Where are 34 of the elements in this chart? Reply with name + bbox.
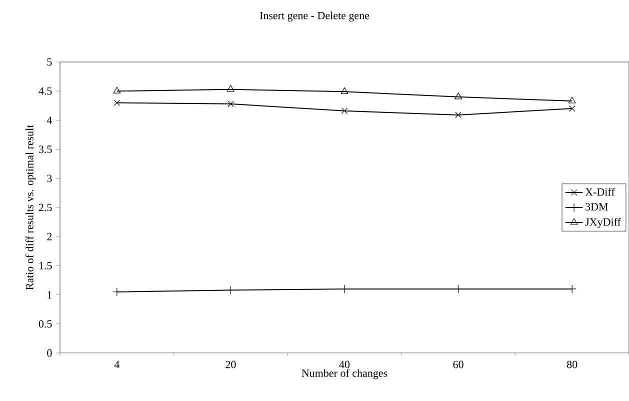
point xyxy=(340,87,348,94)
point xyxy=(341,108,348,114)
legend-label: 3DM xyxy=(586,203,608,210)
point xyxy=(226,85,234,92)
y-tick-label: 2 xyxy=(47,232,52,240)
point xyxy=(113,86,121,94)
point xyxy=(568,96,576,104)
point xyxy=(228,100,234,108)
y-tick-label: 0 xyxy=(47,349,52,357)
point xyxy=(112,288,122,296)
y-tick-label: 4.5 xyxy=(38,87,52,95)
point xyxy=(226,286,236,294)
x-tick-label: 4 xyxy=(114,360,120,368)
legend-label: X-Diff xyxy=(585,188,615,196)
y-tick-label: 2.5 xyxy=(38,204,52,212)
y-tick-label: 0.5 xyxy=(38,320,52,328)
x-tick-label: 40 xyxy=(339,360,350,368)
y-tick-label: 3 xyxy=(47,174,52,182)
legend-label: JXyDiff xyxy=(585,218,621,228)
x-axis-title: Number of changes xyxy=(302,369,388,380)
x-tick-label: 60 xyxy=(453,360,464,368)
y-tick-label: 4 xyxy=(46,116,52,124)
chart-title: Insert gene - Delete gene xyxy=(260,12,370,22)
y-axis-title: Ratio of diff results vs. optimal result xyxy=(26,124,36,290)
point xyxy=(454,92,462,100)
point xyxy=(568,105,576,112)
y-tick-label: 3.5 xyxy=(38,146,52,154)
point xyxy=(455,112,462,118)
point xyxy=(114,100,120,106)
y-tick-label: 1.5 xyxy=(39,262,52,270)
y-tick-label: 1 xyxy=(48,291,52,298)
y-tick-label: 5 xyxy=(47,58,52,66)
x-tick-label: 20 xyxy=(226,360,236,368)
x-tick-label: 80 xyxy=(567,360,578,368)
